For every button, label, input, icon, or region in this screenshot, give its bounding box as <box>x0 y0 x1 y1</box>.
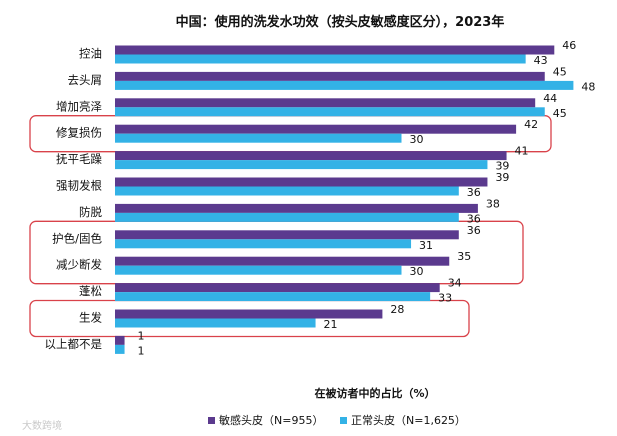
category-label: 以上都不是 <box>45 337 103 351</box>
data-label: 34 <box>448 277 462 290</box>
data-label: 38 <box>486 197 500 210</box>
chart-title: 中国：使用的洗发水功效（按头皮敏感度区分），2023年 <box>176 14 505 30</box>
category-label: 抚平毛躁 <box>56 152 102 166</box>
bar-sensitive <box>115 230 459 240</box>
bar-sensitive <box>115 98 536 108</box>
bar-normal <box>115 239 412 249</box>
bar-normal <box>115 186 459 196</box>
data-label: 43 <box>534 54 548 67</box>
bar-sensitive <box>115 177 488 187</box>
bar-normal <box>115 318 316 328</box>
data-label: 39 <box>495 160 509 173</box>
bar-sensitive <box>115 124 517 134</box>
x-axis-label: 在被访者中的占比（%） <box>314 386 435 400</box>
data-label: 45 <box>553 65 567 78</box>
value-labels: 4643454844454230413939363836363135303433… <box>138 39 596 357</box>
bar-normal <box>115 292 431 302</box>
legend-swatch <box>208 417 215 424</box>
data-label: 1 <box>138 344 145 357</box>
legend-label: 正常头皮（N=1,625） <box>351 414 466 427</box>
data-label: 44 <box>543 92 557 105</box>
category-label: 去头屑 <box>68 73 103 87</box>
bar-normal <box>115 160 488 170</box>
bar-sensitive <box>115 151 507 161</box>
bar-normal <box>115 212 459 222</box>
legend-label: 敏感头皮（N=955） <box>219 413 323 427</box>
data-label: 30 <box>410 133 424 146</box>
bar-sensitive <box>115 309 383 319</box>
data-label: 42 <box>524 118 538 131</box>
data-label: 41 <box>515 145 529 158</box>
bar-sensitive <box>115 71 545 81</box>
legend: 敏感头皮（N=955） 正常头皮（N=1,625） <box>208 413 466 427</box>
category-label: 控油 <box>79 47 102 61</box>
data-label: 36 <box>467 212 481 225</box>
bar-normal <box>115 344 125 354</box>
bar-sensitive <box>115 45 555 55</box>
bars-group <box>115 45 574 354</box>
bar-normal <box>115 265 402 275</box>
data-label: 39 <box>495 171 509 184</box>
bar-sensitive <box>115 335 125 345</box>
category-label: 生发 <box>79 311 102 325</box>
bar-normal <box>115 54 526 64</box>
bar-normal <box>115 107 545 117</box>
data-label: 31 <box>419 239 433 252</box>
bar-normal <box>115 80 574 90</box>
data-label: 30 <box>410 265 424 278</box>
bar-normal <box>115 133 402 143</box>
category-label: 修复损伤 <box>56 126 102 140</box>
data-label: 46 <box>562 39 576 52</box>
category-label: 护色/固色 <box>52 231 102 245</box>
data-label: 36 <box>467 186 481 199</box>
data-label: 35 <box>457 250 471 263</box>
data-label: 36 <box>467 224 481 237</box>
category-labels: 控油去头屑增加亮泽修复损伤抚平毛躁强韧发根防脱护色/固色减少断发蓬松生发以上都不… <box>45 47 103 351</box>
category-label: 防脱 <box>79 205 102 219</box>
data-label: 45 <box>553 107 567 120</box>
category-label: 强韧发根 <box>56 179 102 193</box>
bar-sensitive <box>115 283 440 293</box>
data-label: 1 <box>138 329 145 342</box>
data-label: 21 <box>324 318 338 331</box>
legend-swatch <box>340 417 347 424</box>
data-label: 33 <box>438 292 452 305</box>
category-label: 减少断发 <box>56 258 102 272</box>
watermark-text: 大数跨境 <box>22 419 62 432</box>
category-label: 增加亮泽 <box>56 99 102 113</box>
category-label: 蓬松 <box>79 284 102 298</box>
data-label: 28 <box>390 303 404 316</box>
data-label: 48 <box>581 80 595 93</box>
bar-sensitive <box>115 203 478 213</box>
bar-sensitive <box>115 256 450 266</box>
